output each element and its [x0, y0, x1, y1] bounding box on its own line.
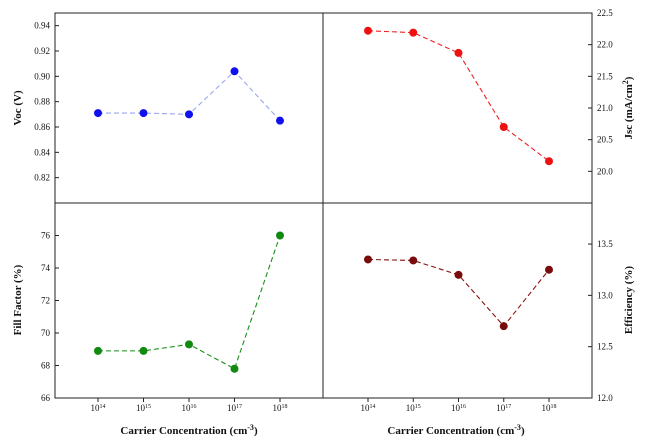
- voc-data-point: [139, 109, 148, 118]
- voc-ytick-label: 0.88: [34, 97, 50, 107]
- ff-ytick-label: 68: [41, 361, 51, 371]
- jsc-ytick-label: 21.5: [597, 71, 613, 81]
- jsc-label-main: Jsc (mA/cm: [623, 84, 635, 139]
- left-xlabel-end: ): [254, 425, 258, 437]
- jsc-data-point: [545, 157, 553, 166]
- eff-xtick-label: 1017: [496, 403, 511, 413]
- right-xlabel-main: Carrier Concentration (cm: [387, 425, 514, 437]
- ff-xtick-base: 10: [182, 403, 192, 413]
- voc-data-point: [230, 67, 239, 76]
- eff-xtick-exponent: 18: [551, 404, 557, 410]
- jsc-data-point: [409, 28, 418, 37]
- jsc-label-sup: 2: [621, 80, 630, 84]
- eff-series-line: [367, 258, 550, 328]
- voc-axis-label: Voc (V): [12, 90, 24, 126]
- eff-xtick-exponent: 16: [460, 404, 466, 410]
- ff-data-point: [185, 340, 193, 349]
- voc-data-point: [94, 109, 102, 118]
- eff-ytick-label: 12.5: [597, 342, 613, 352]
- ff-xtick-label: 1016: [182, 403, 197, 413]
- ff-xtick-label: 1014: [91, 403, 106, 413]
- eff-xtick-base: 10: [542, 403, 552, 413]
- jsc-axis-label: Jsc (mA/cm2): [621, 76, 636, 139]
- eff-xtick-base: 10: [406, 403, 416, 413]
- eff-data-point: [364, 255, 372, 264]
- ff-xtick-base: 10: [136, 403, 146, 413]
- left-xlabel-main: Carrier Concentration (cm: [120, 425, 247, 437]
- voc-ytick-label: 0.82: [34, 173, 50, 183]
- ff-data-point: [139, 346, 148, 355]
- ff-xtick-label: 1017: [227, 403, 242, 413]
- jsc-data-point: [364, 26, 372, 35]
- ff-xtick-label: 1018: [273, 403, 288, 413]
- voc-data-point: [276, 116, 284, 125]
- ff-ytick-label: 74: [41, 263, 51, 273]
- voc-ytick-label: 0.94: [34, 21, 50, 31]
- eff-ytick-label: 13.5: [597, 239, 613, 249]
- right-xlabel-end: ): [521, 425, 525, 437]
- voc-ytick-label: 0.92: [34, 46, 50, 56]
- eff-xtick-base: 10: [361, 403, 371, 413]
- ff-series-line: [98, 235, 281, 370]
- eff-xtick-exponent: 15: [415, 404, 421, 410]
- eff-data-point: [545, 265, 553, 274]
- ff-xtick-exponent: 17: [236, 404, 242, 410]
- right-xlabel-sup: -3: [514, 423, 521, 432]
- ff-xtick-base: 10: [227, 403, 237, 413]
- eff-xtick-label: 1018: [542, 403, 557, 413]
- eff-data-point: [454, 270, 463, 279]
- ff-xtick-exponent: 16: [191, 404, 197, 410]
- ff-xtick-label: 1015: [136, 403, 151, 413]
- eff-xtick-exponent: 17: [505, 404, 511, 410]
- ff-ytick-label: 70: [41, 328, 51, 338]
- left-xlabel-sup: -3: [247, 423, 254, 432]
- left-x-axis-label: Carrier Concentration (cm-3): [120, 423, 258, 438]
- eff-xtick-label: 1014: [361, 403, 376, 413]
- ff-xtick-exponent: 18: [282, 404, 288, 410]
- jsc-data-point: [454, 48, 463, 57]
- efficiency-axis-label: Efficiency (%): [623, 266, 635, 334]
- voc-ytick-label: 0.86: [34, 122, 50, 132]
- eff-data-point: [499, 322, 508, 331]
- voc-panel: 0.82 0.84 0.86 0.88 0.90 0.92 0.94: [34, 21, 284, 183]
- jsc-ytick-label: 22.5: [597, 8, 613, 18]
- jsc-ytick-label: 20.5: [597, 135, 613, 145]
- voc-data-point: [185, 110, 193, 119]
- fill-factor-axis-label: Fill Factor (%): [12, 264, 24, 335]
- ff-ytick-label: 76: [41, 231, 51, 241]
- eff-data-point: [409, 256, 418, 265]
- ff-ytick-label: 66: [41, 393, 51, 403]
- ff-data-point: [276, 231, 284, 240]
- jsc-ytick-label: 21.0: [597, 103, 613, 113]
- jsc-label-end: ): [623, 76, 635, 80]
- jsc-series-line: [367, 30, 550, 162]
- ff-xtick-base: 10: [91, 403, 101, 413]
- ff-xtick-base: 10: [273, 403, 283, 413]
- eff-xtick-base: 10: [496, 403, 506, 413]
- right-x-axis-label: Carrier Concentration (cm-3): [387, 423, 525, 438]
- voc-ytick-label: 0.90: [34, 71, 50, 81]
- ff-data-point: [94, 346, 102, 355]
- eff-ytick-label: 13.0: [597, 290, 613, 300]
- ff-xtick-exponent: 15: [145, 404, 151, 410]
- jsc-data-point: [499, 123, 508, 131]
- ff-ytick-label: 72: [41, 296, 50, 306]
- jsc-panel: 20.0 20.5 21.0 21.5 22.0 22.5: [364, 8, 613, 176]
- jsc-ytick-label: 20.0: [597, 166, 613, 176]
- jsc-ytick-label: 22.0: [597, 40, 613, 50]
- eff-xtick-exponent: 14: [370, 404, 376, 410]
- eff-xtick-label: 1016: [451, 403, 466, 413]
- eff-xtick-base: 10: [451, 403, 461, 413]
- voc-ytick-label: 0.84: [34, 147, 50, 157]
- ff-data-point: [230, 364, 239, 373]
- eff-ytick-label: 12.0: [597, 393, 613, 403]
- eff-xtick-label: 1015: [406, 403, 421, 413]
- ff-xtick-exponent: 14: [100, 404, 106, 410]
